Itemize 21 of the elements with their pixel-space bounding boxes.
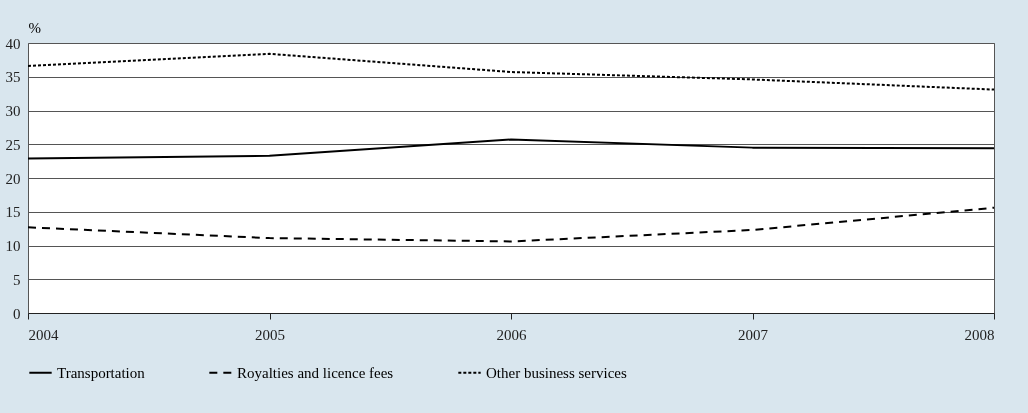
y-tick-label: 30 (5, 103, 21, 119)
x-tick-label: 2008 (964, 326, 995, 343)
x-tick-label: 2004 (28, 326, 59, 343)
x-tick-label: 2006 (496, 326, 527, 343)
line-series (27, 138, 995, 160)
y-tick-label: 5 (13, 271, 21, 288)
y-tick-label: 40 (5, 35, 21, 52)
legend-label: Transportation (57, 364, 146, 381)
line-series (27, 206, 995, 243)
line-series (27, 52, 995, 91)
y-tick-label: 0 (13, 305, 21, 322)
y-tick-label: 25 (5, 136, 21, 153)
x-tick-label: 2005 (255, 326, 285, 343)
y-tick-label: 20 (5, 170, 21, 187)
y-tick-label: 15 (5, 204, 21, 221)
x-tick-label: 2007 (738, 326, 769, 343)
y-tick-label: 10 (5, 238, 21, 254)
y-tick-label: 35 (5, 69, 21, 86)
y-axis-title: % (28, 19, 41, 36)
legend-label: Royalties and licence fees (237, 364, 394, 381)
legend-label: Other business services (486, 364, 627, 381)
